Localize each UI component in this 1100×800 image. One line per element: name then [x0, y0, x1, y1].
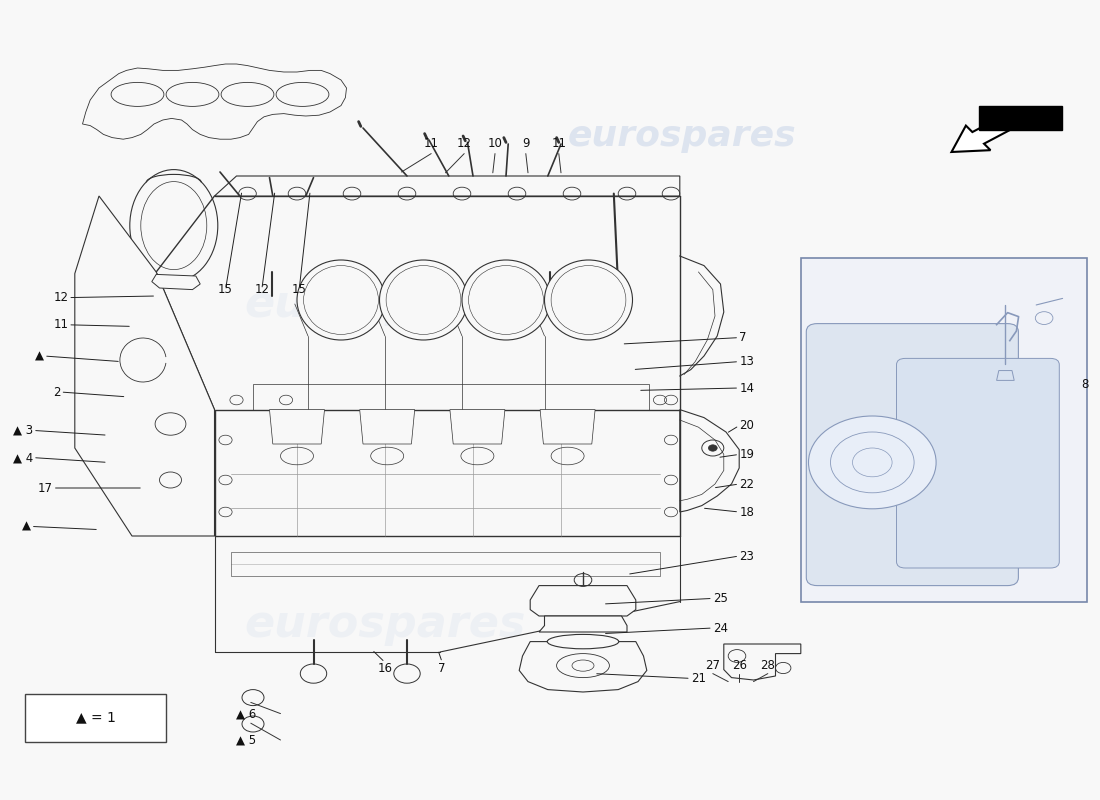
Ellipse shape: [130, 170, 218, 282]
Text: 24: 24: [713, 622, 728, 634]
Bar: [979, 106, 1062, 130]
Text: 15: 15: [218, 283, 233, 296]
Text: 27: 27: [705, 659, 720, 672]
Text: 21: 21: [691, 672, 706, 685]
Text: ▲ 5: ▲ 5: [236, 734, 256, 746]
Polygon shape: [519, 642, 647, 692]
Text: 12: 12: [456, 138, 472, 150]
Text: 16: 16: [377, 662, 393, 675]
Text: 22: 22: [739, 478, 755, 490]
FancyArrow shape: [952, 114, 1018, 152]
Text: 9: 9: [522, 138, 529, 150]
Polygon shape: [450, 410, 505, 444]
Ellipse shape: [548, 634, 618, 649]
Text: 12: 12: [53, 291, 68, 304]
Text: eurospares: eurospares: [244, 602, 526, 646]
Text: 26: 26: [732, 659, 747, 672]
Polygon shape: [360, 410, 415, 444]
Text: eurospares: eurospares: [244, 282, 526, 326]
Ellipse shape: [379, 260, 467, 340]
Text: 23: 23: [739, 550, 755, 562]
Text: 8: 8: [1081, 378, 1089, 390]
FancyBboxPatch shape: [25, 694, 166, 742]
Circle shape: [708, 445, 717, 451]
Text: 11: 11: [424, 138, 439, 150]
Text: 17: 17: [37, 482, 53, 494]
Text: ▲ 6: ▲ 6: [236, 707, 256, 720]
Text: 18: 18: [739, 506, 755, 518]
Ellipse shape: [297, 260, 385, 340]
Text: 7: 7: [439, 662, 446, 675]
Polygon shape: [152, 274, 200, 290]
Text: 14: 14: [739, 382, 755, 394]
Text: 12: 12: [254, 283, 270, 296]
Text: ▲ 3: ▲ 3: [13, 424, 33, 437]
Polygon shape: [270, 410, 324, 444]
Text: 7: 7: [739, 331, 747, 344]
Circle shape: [808, 416, 936, 509]
Text: ▲ = 1: ▲ = 1: [76, 710, 116, 725]
FancyBboxPatch shape: [806, 323, 1019, 586]
Text: 11: 11: [53, 318, 68, 331]
Text: 10: 10: [487, 138, 503, 150]
Polygon shape: [724, 644, 801, 680]
Polygon shape: [214, 176, 680, 196]
Polygon shape: [539, 616, 627, 632]
Text: ▲: ▲: [22, 520, 31, 533]
Text: 25: 25: [713, 592, 728, 605]
Ellipse shape: [462, 260, 550, 340]
Text: 20: 20: [739, 419, 755, 432]
Text: 11: 11: [551, 138, 566, 150]
Text: 28: 28: [760, 659, 775, 672]
Polygon shape: [75, 196, 214, 536]
Polygon shape: [530, 586, 636, 616]
Polygon shape: [540, 410, 595, 444]
Text: 19: 19: [739, 448, 755, 461]
Bar: [801, 258, 1087, 602]
Text: 13: 13: [739, 355, 755, 368]
Text: ▲: ▲: [35, 350, 44, 362]
Text: 2: 2: [53, 386, 60, 398]
Text: 15: 15: [292, 283, 307, 296]
Ellipse shape: [544, 260, 632, 340]
FancyBboxPatch shape: [896, 358, 1059, 568]
Text: eurospares: eurospares: [568, 119, 796, 153]
Text: ▲ 4: ▲ 4: [13, 451, 33, 464]
